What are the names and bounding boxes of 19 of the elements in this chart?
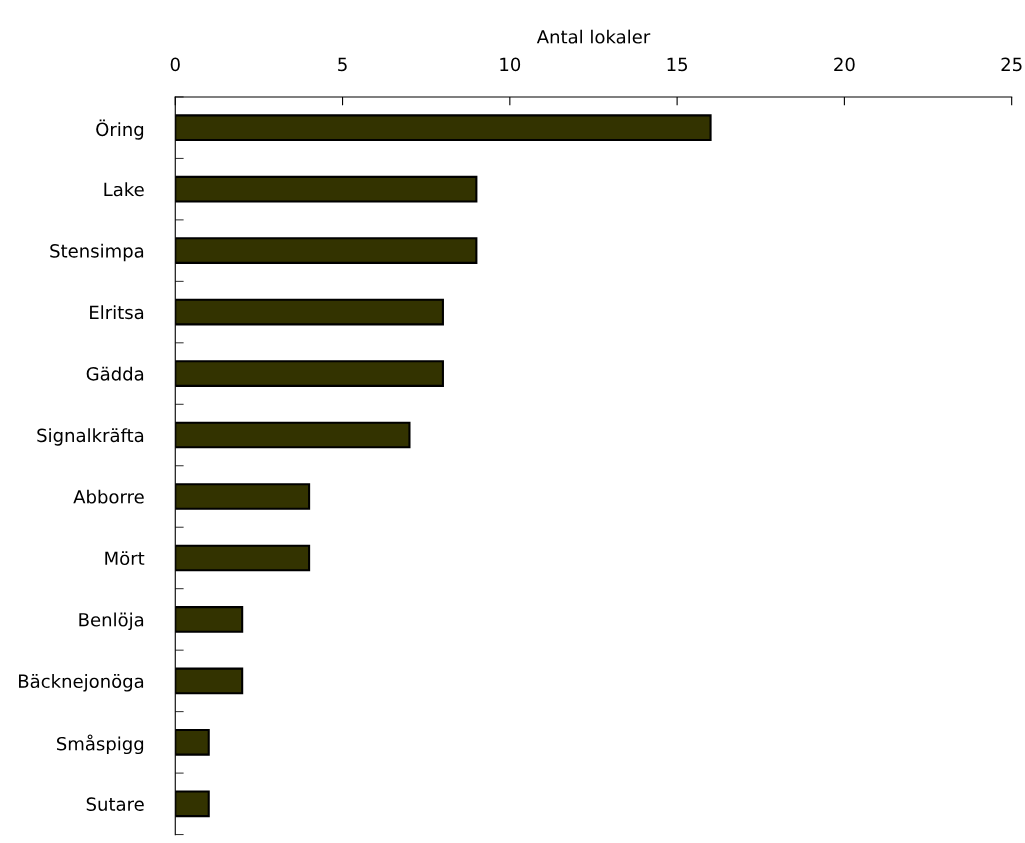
x-tick-label: 0	[170, 57, 180, 72]
y-tick-label: Stensimpa	[50, 243, 144, 262]
y-tick-label: Småspigg	[56, 734, 144, 755]
x-tick-label: 10	[500, 57, 521, 72]
y-tick-label: Signalkräfta	[37, 428, 144, 446]
x-tick-label: 25	[1001, 57, 1022, 72]
y-tick-label: Sutare	[86, 797, 144, 811]
y-tick-label: Gädda	[86, 366, 144, 381]
y-tick-label: Öring	[96, 119, 144, 140]
x-axis-title: Antal lokaler	[536, 29, 651, 44]
y-tick-label: Abborre	[73, 489, 144, 504]
x-tick-label: 20	[834, 57, 855, 72]
y-tick-label: Elritsa	[90, 305, 144, 320]
y-tick-label: Mört	[105, 551, 145, 566]
y-tick-label: Bäcknejonöga	[19, 674, 144, 692]
y-tick-label: Lake	[104, 182, 144, 197]
x-tick-label: 15	[667, 57, 688, 72]
y-tick-label: Benlöja	[79, 612, 144, 631]
x-tick-label: 5	[338, 57, 347, 72]
